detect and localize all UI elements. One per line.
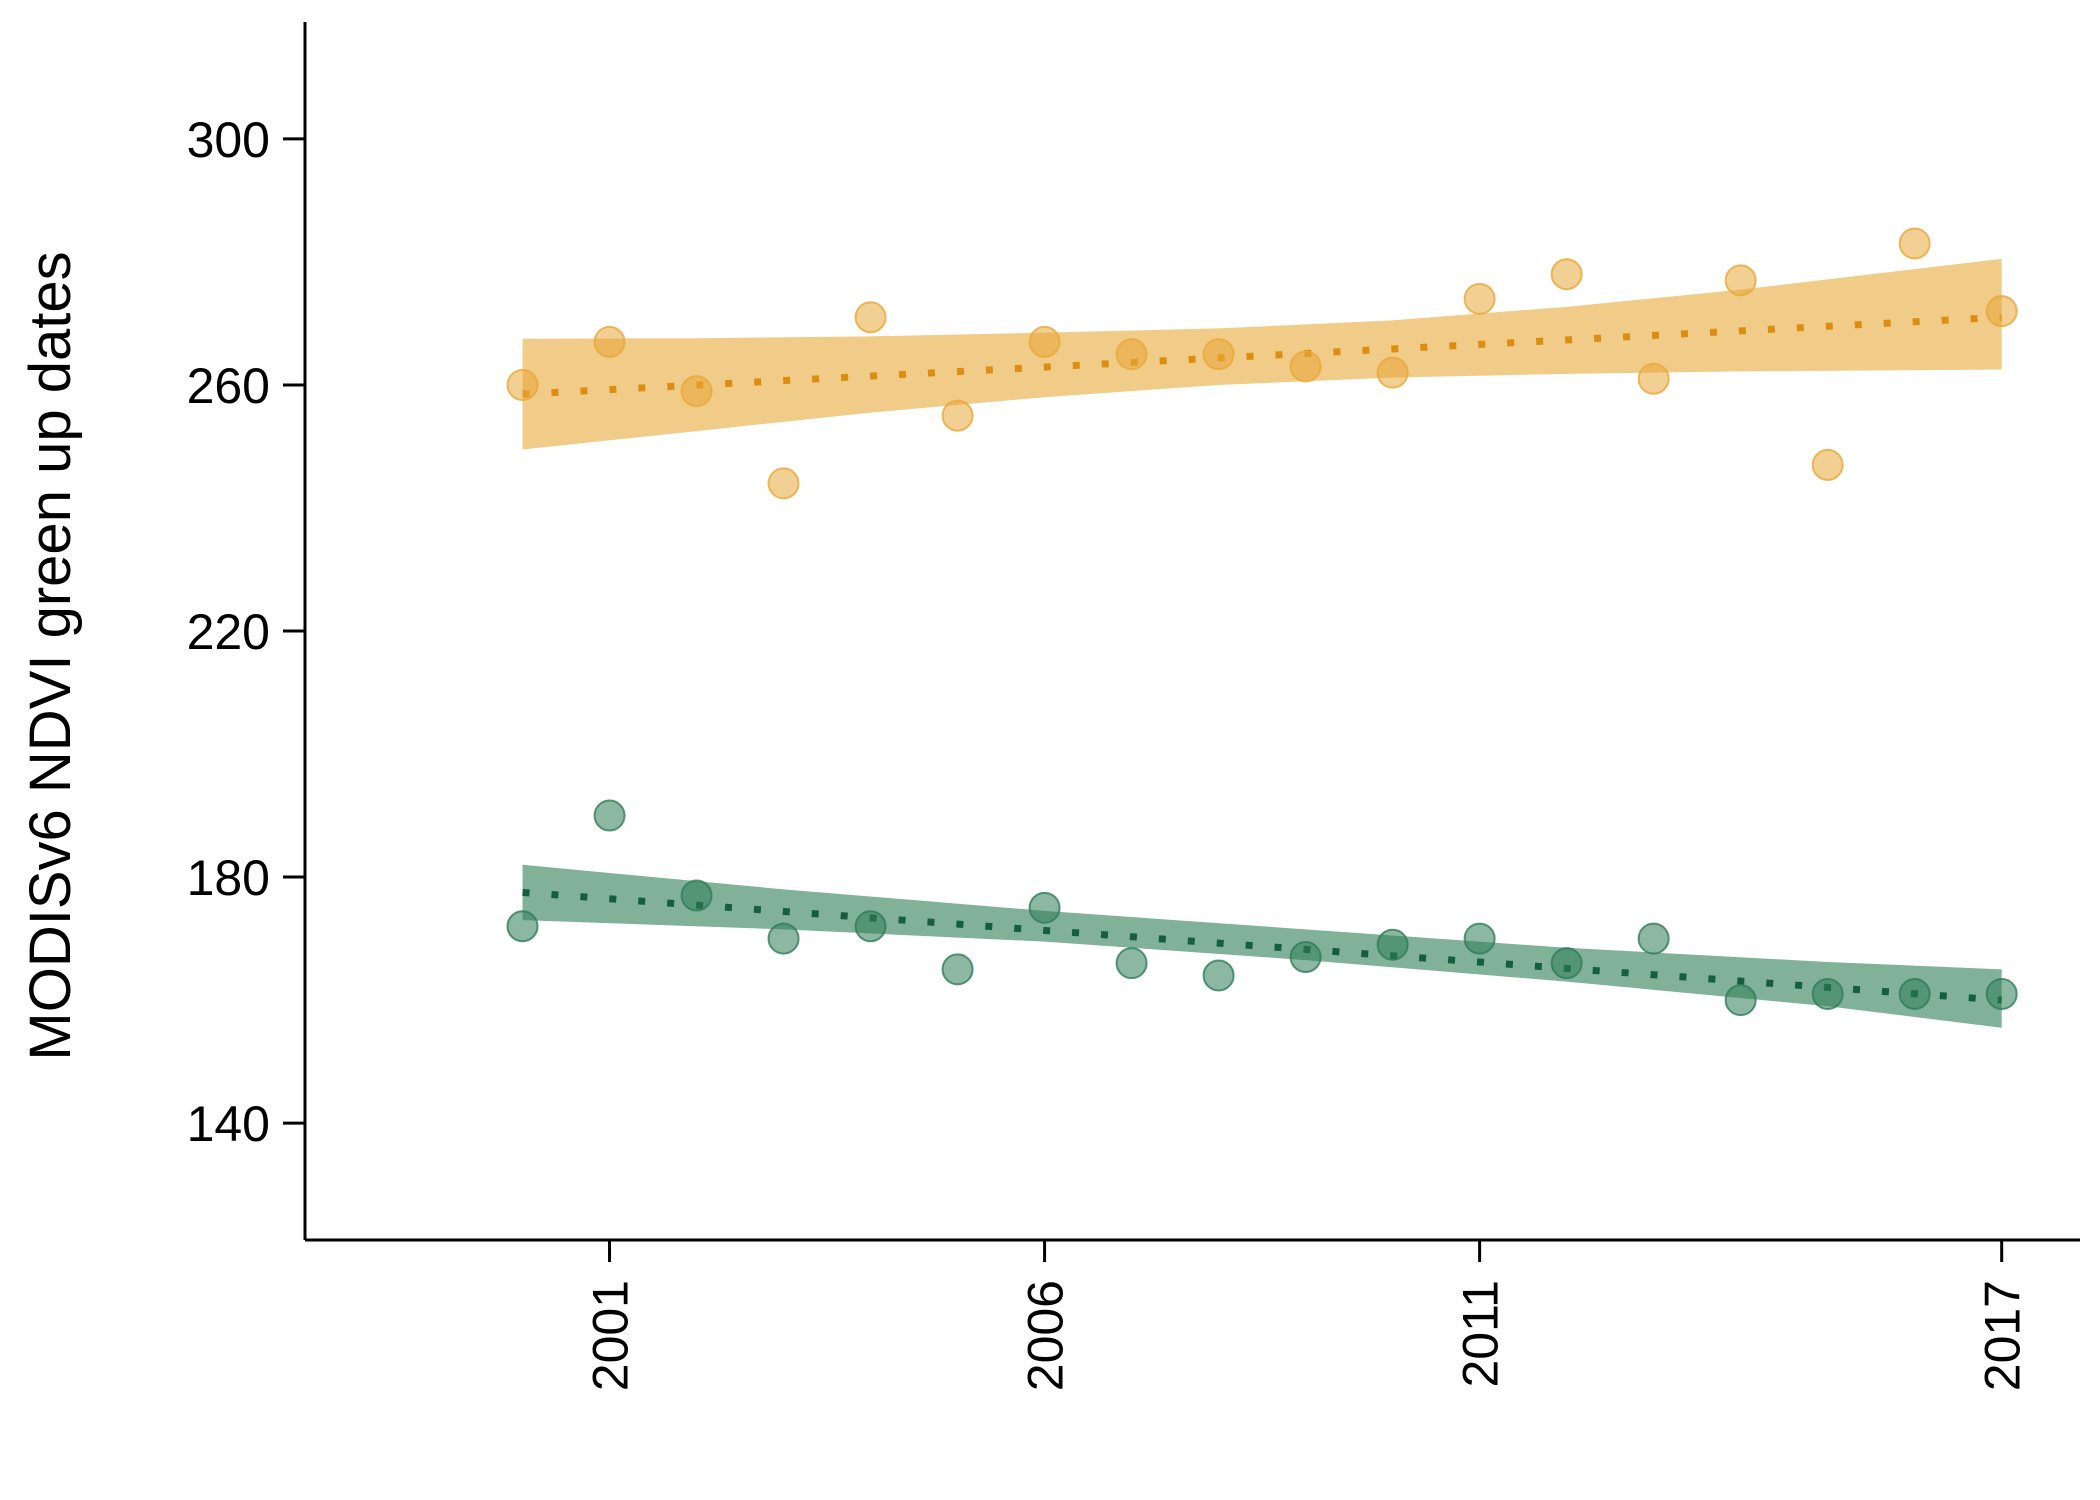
y-tick-label-180: 180 [187, 850, 270, 906]
data-point-1-5 [941, 953, 974, 986]
data-point-1-11 [1463, 922, 1496, 955]
y-tick-label-260: 260 [187, 358, 270, 414]
data-point-0-0 [506, 368, 539, 401]
data-point-1-14 [1724, 984, 1757, 1017]
data-point-1-12 [1550, 947, 1583, 980]
data-point-0-1 [593, 325, 626, 358]
data-point-0-5 [941, 399, 974, 432]
data-point-1-0 [506, 910, 539, 943]
data-point-0-8 [1202, 338, 1235, 371]
data-point-1-9 [1289, 941, 1322, 974]
data-point-1-15 [1811, 977, 1844, 1010]
data-point-0-12 [1550, 258, 1583, 291]
data-point-1-7 [1115, 947, 1148, 980]
data-point-0-14 [1724, 264, 1757, 297]
x-tick-label-2011: 2011 [1453, 1280, 1509, 1388]
y-tick-label-300: 300 [187, 112, 270, 168]
data-point-1-4 [854, 910, 887, 943]
axes: 140 180 220 260 300 2001 2006 2011 2017 [187, 22, 2080, 1391]
confidence-band-0 [522, 258, 2002, 450]
data-point-0-4 [854, 301, 887, 334]
data-point-1-10 [1376, 928, 1409, 961]
x-tick-label-2001: 2001 [583, 1280, 639, 1391]
confidence-band-1 [522, 864, 2002, 1028]
data-point-1-1 [593, 799, 626, 832]
y-axis-ticks: 140 180 220 260 300 [187, 112, 305, 1152]
data-point-0-2 [680, 375, 713, 408]
data-points [506, 227, 2018, 1017]
x-axis-ticks: 2001 2006 2011 2017 [583, 1240, 2031, 1391]
data-point-0-6 [1028, 325, 1061, 358]
x-tick-label-2006: 2006 [1018, 1280, 1074, 1391]
data-point-0-7 [1115, 338, 1148, 371]
data-point-1-16 [1898, 977, 1931, 1010]
data-point-1-17 [1985, 977, 2018, 1010]
data-point-1-2 [680, 879, 713, 912]
y-tick-label-220: 220 [187, 604, 270, 660]
data-point-0-13 [1637, 362, 1670, 395]
y-tick-label-140: 140 [187, 1096, 270, 1152]
data-point-0-16 [1898, 227, 1931, 260]
data-point-0-15 [1811, 448, 1844, 481]
data-point-0-9 [1289, 350, 1322, 383]
data-point-1-8 [1202, 959, 1235, 992]
data-point-0-17 [1985, 295, 2018, 328]
data-point-0-10 [1376, 356, 1409, 389]
data-point-1-6 [1028, 891, 1061, 924]
y-axis-title: MODISv6 NDVI green up dates [18, 251, 83, 1060]
data-point-1-3 [767, 922, 800, 955]
data-point-0-3 [767, 467, 800, 500]
confidence-bands [522, 258, 2002, 1028]
x-tick-label-2017: 2017 [1975, 1280, 2031, 1391]
data-point-0-11 [1463, 282, 1496, 315]
data-point-1-13 [1637, 922, 1670, 955]
